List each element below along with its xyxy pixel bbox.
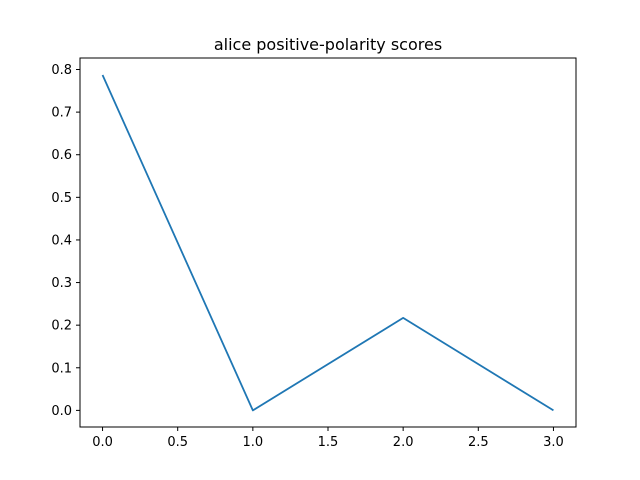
series-line-0	[101, 74, 554, 412]
x-tick-label: 2.0	[393, 435, 414, 450]
x-tick-label: 3.0	[543, 435, 564, 450]
x-tick-label: 2.5	[468, 435, 489, 450]
y-tick-label: 0.4	[51, 233, 72, 248]
y-tick-label: 0.6	[51, 148, 72, 163]
x-tick-label: 0.0	[92, 435, 113, 450]
y-tick-label: 0.1	[51, 361, 72, 376]
series-layer	[101, 74, 554, 412]
y-tick-label: 0.5	[51, 191, 72, 206]
y-tick-label: 0.2	[51, 319, 72, 334]
x-tick-label: 0.5	[167, 435, 188, 450]
x-axis: 0.0 0.5 1.0 1.5 2.0 2.5 3.0	[92, 427, 564, 450]
y-tick-label: 0.8	[51, 63, 72, 78]
y-axis: 0.0 0.1 0.2 0.3 0.4 0.5 0.6 0.7 0.8	[51, 63, 80, 419]
y-tick-label: 0.7	[51, 106, 72, 121]
x-tick-label: 1.5	[318, 435, 339, 450]
y-tick-label: 0.0	[51, 404, 72, 419]
y-tick-label: 0.3	[51, 276, 72, 291]
x-tick-label: 1.0	[243, 435, 264, 450]
chart-title: alice positive-polarity scores	[214, 35, 442, 54]
